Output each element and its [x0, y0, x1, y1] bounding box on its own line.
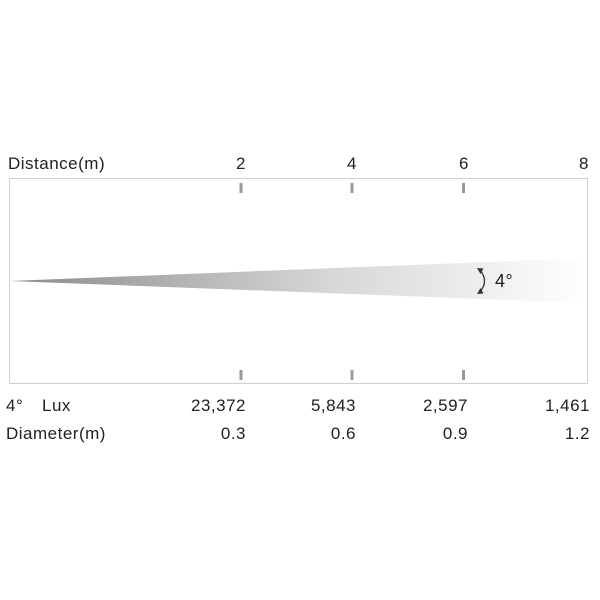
distance-label: Distance(m): [8, 154, 106, 173]
distance-tick-mark: [239, 183, 243, 193]
lux-value: 1,461: [544, 396, 590, 415]
distance-tick-mark: [350, 183, 354, 193]
distance-tick-label: 8: [579, 154, 589, 173]
distance-tick-label: 4: [347, 154, 357, 173]
distance-tick-label: 2: [236, 154, 246, 173]
lux-value: 23,372: [191, 396, 246, 415]
distance-tick-mark: [239, 370, 243, 380]
diameter-value: 0.6: [330, 424, 356, 443]
diameter-label: Diameter(m): [6, 424, 106, 443]
diameter-value: 1.2: [564, 424, 590, 443]
beam-angle-label: 4°: [495, 271, 514, 291]
light-beam: [10, 258, 587, 303]
distance-tick-mark: [350, 370, 354, 380]
distance-tick-label: 6: [459, 154, 469, 173]
lux-angle-label: 4°: [6, 396, 24, 415]
distance-tick-mark: [462, 183, 465, 193]
diameter-value: 0.9: [442, 424, 468, 443]
arrowhead-up-icon: [477, 268, 484, 274]
diameter-value: 0.3: [220, 424, 246, 443]
lux-value: 5,843: [310, 396, 356, 415]
lux-label: Lux: [42, 396, 71, 415]
arrowhead-down-icon: [477, 288, 484, 294]
distance-tick-mark: [462, 370, 465, 380]
lux-value: 2,597: [422, 396, 468, 415]
